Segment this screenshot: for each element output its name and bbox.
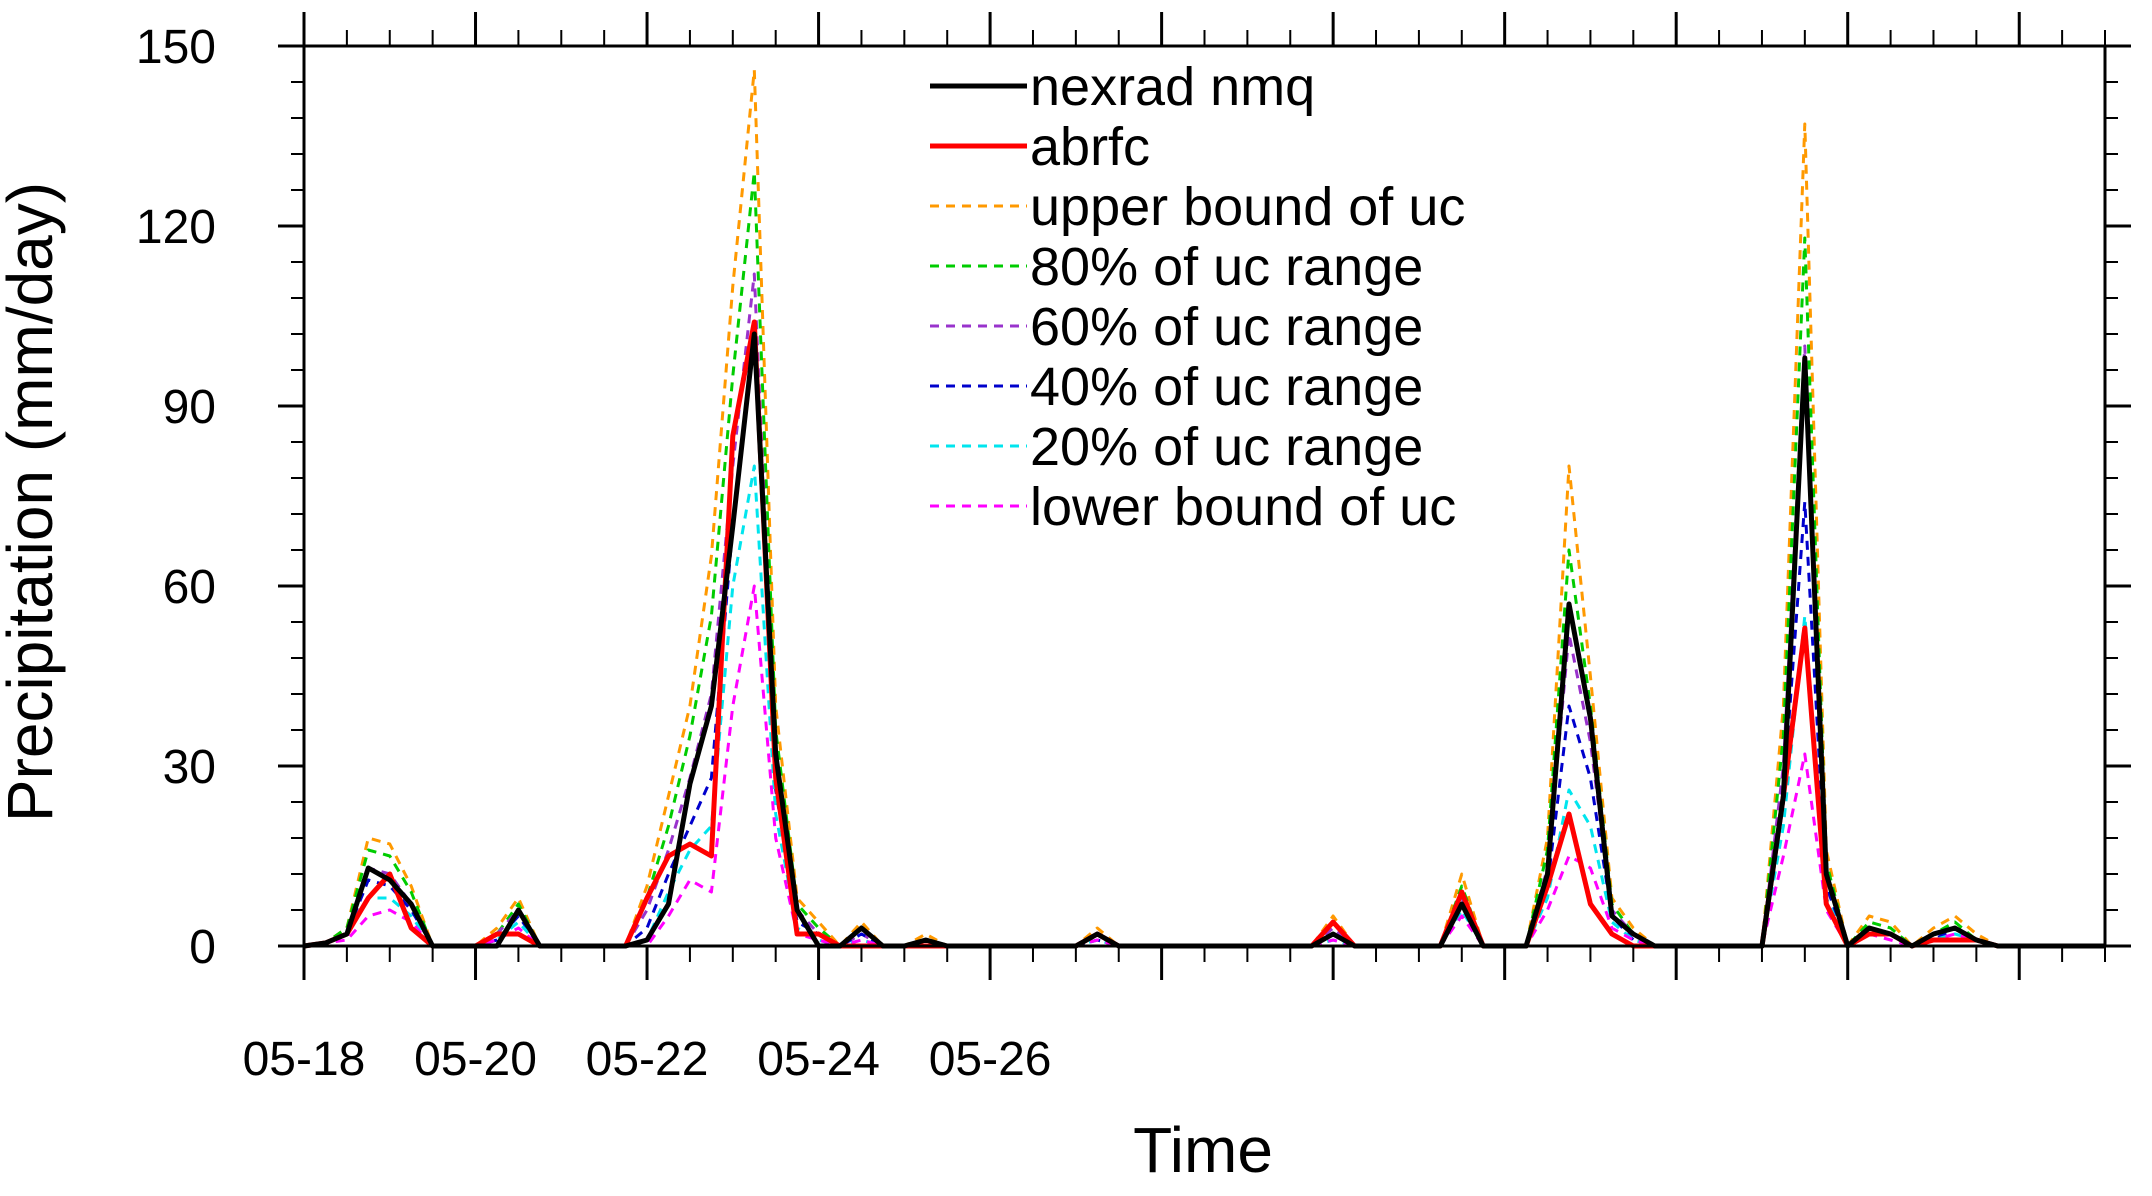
y-tick-label: 150 (136, 21, 216, 74)
x-tick-label: 05-24 (757, 1033, 880, 1086)
x-tick-label: 05-20 (414, 1033, 537, 1086)
y-tick-label: 30 (163, 741, 216, 794)
legend-entry-label: nexrad nmq (1030, 57, 1315, 117)
series-line-20pct-of-uc-range (303, 464, 2105, 948)
y-axis-title: Precipitation (mm/day) (0, 182, 66, 822)
x-tick-label: 05-18 (243, 1033, 366, 1086)
legend-entry-label: 40% of uc range (1030, 357, 1423, 417)
y-tick-label: 120 (136, 201, 216, 254)
y-tick-label: 0 (189, 921, 216, 974)
legend-entry-label: upper bound of uc (1030, 177, 1465, 237)
axes-layer: 0 30 60 90 120 150 05-18 05-20 05-22 05-24 05-26 (136, 12, 2131, 1086)
x-tick-label: 05-26 (929, 1033, 1052, 1086)
legend-entry-label: abrfc (1030, 117, 1150, 177)
x-axis-title: Time (1133, 1114, 1273, 1186)
legend-entry-label: 80% of uc range (1030, 237, 1423, 297)
legend-entry-label: lower bound of uc (1030, 477, 1456, 537)
legend-entry-label: 60% of uc range (1030, 297, 1423, 357)
x-tick-label: 05-22 (586, 1033, 709, 1086)
legend-entry-label: 20% of uc range (1030, 417, 1423, 477)
y-tick-label: 90 (163, 381, 216, 434)
y-tick-label: 60 (163, 561, 216, 614)
